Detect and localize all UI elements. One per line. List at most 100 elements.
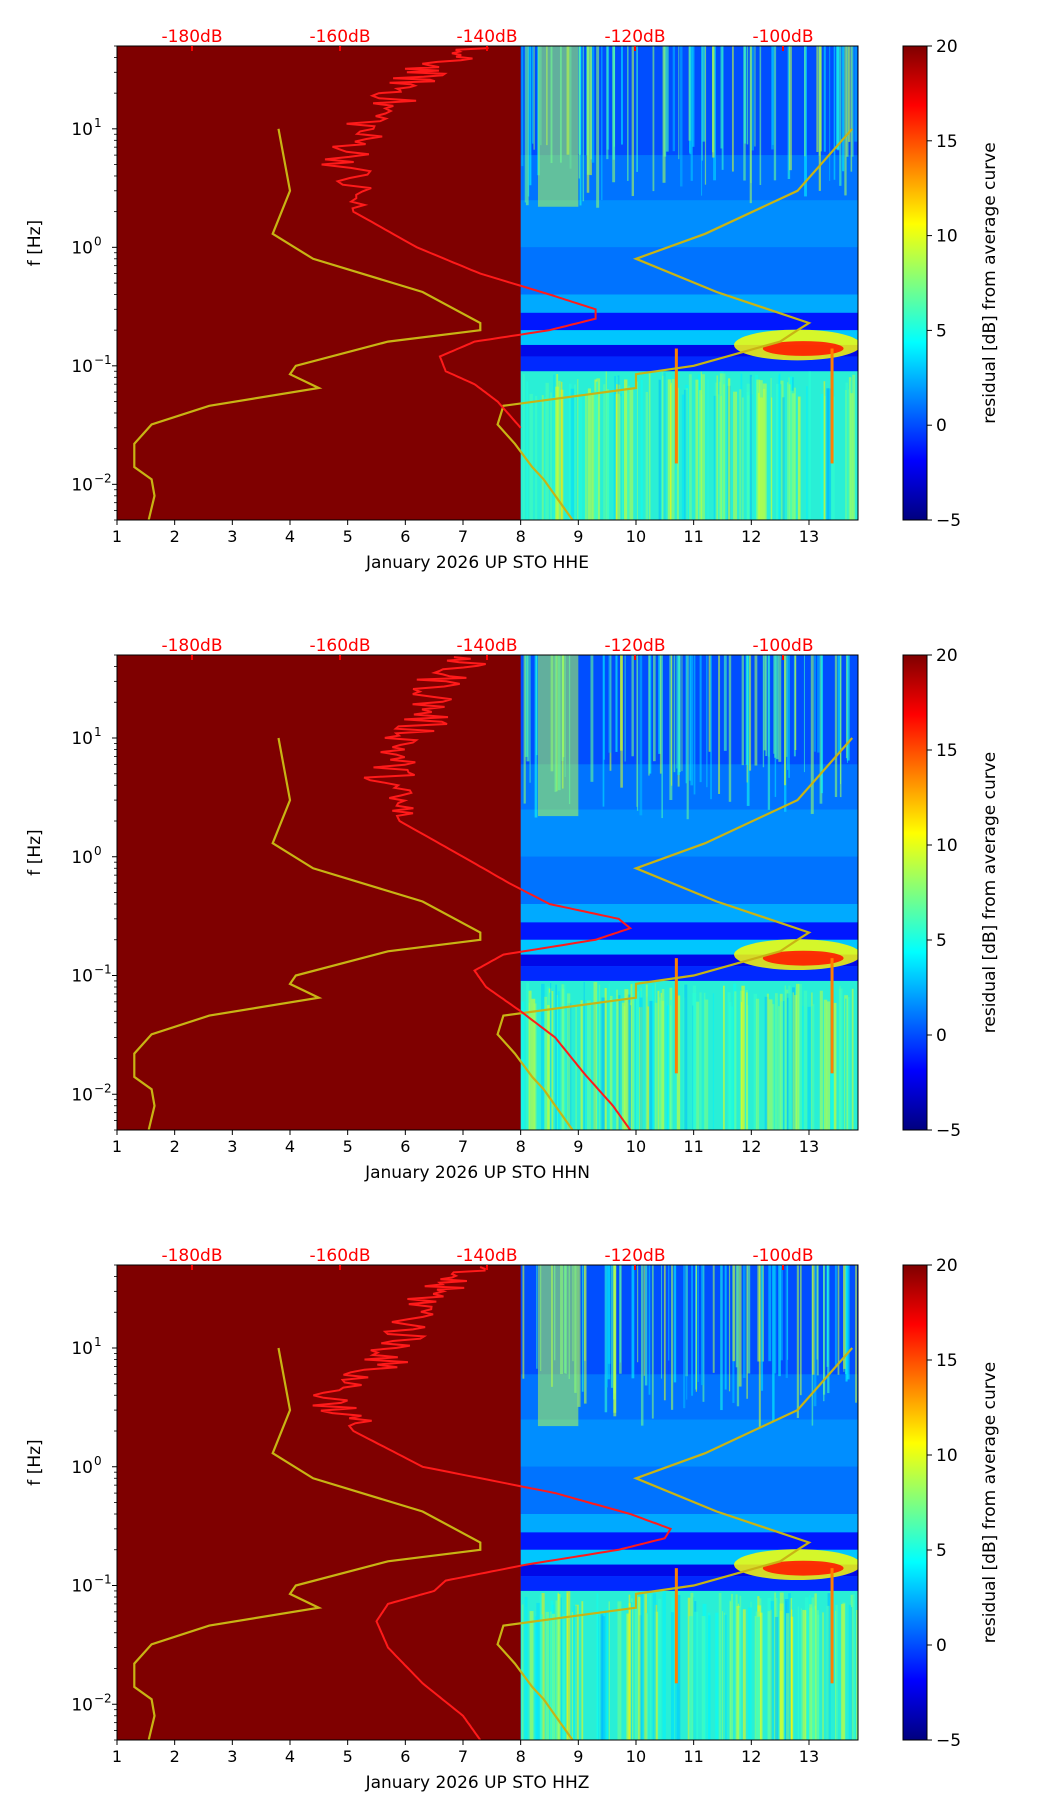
heatmap-streak [676, 995, 681, 1130]
heatmap-streak [654, 1611, 659, 1740]
heatmap-streak [848, 1604, 852, 1740]
heatmap-streak [600, 1614, 604, 1740]
heatmap-streak [681, 655, 683, 772]
heatmap-streak [615, 655, 618, 752]
heatmap-streak [672, 46, 676, 152]
heatmap-streak [624, 655, 626, 762]
heatmap-streak [803, 990, 808, 1130]
heatmap-streak [556, 374, 559, 520]
heatmap-streak [817, 655, 820, 753]
heatmap-streak [596, 1593, 599, 1740]
x-tick-label: 13 [799, 1747, 819, 1766]
colorbar-tick-label: 15 [936, 132, 958, 152]
y-tick-label: 10 [71, 238, 93, 258]
heatmap-streak [581, 1265, 584, 1392]
top-db-label: -180dB [161, 27, 222, 47]
heatmap-streak [798, 983, 802, 1130]
heatmap-streak [691, 1265, 694, 1396]
x-tick-label: 2 [170, 1747, 180, 1766]
heatmap-band [520, 312, 858, 331]
heatmap-streak [707, 379, 709, 520]
heatmap-streak [823, 1265, 826, 1395]
heatmap-streak [728, 655, 732, 802]
heatmap-streak [561, 984, 566, 1130]
heatmap-streak [689, 46, 692, 155]
heatmap-streak [811, 1606, 815, 1740]
heatmap-streak [786, 655, 789, 770]
heatmap-streak [772, 1265, 775, 1422]
heatmap-streak [528, 990, 532, 1130]
colorbar-tick-label: 15 [936, 1351, 958, 1371]
heatmap-streak [613, 1265, 617, 1417]
heatmap-streak [544, 396, 546, 520]
heatmap-band [520, 1466, 858, 1515]
noise-model-curve [496, 737, 854, 1130]
heatmap-streak [583, 981, 585, 1130]
heatmap-streak [738, 1265, 742, 1387]
y-tick-label: 10 [71, 1339, 93, 1359]
heatmap-streak [734, 991, 737, 1130]
heatmap-streak [621, 1002, 626, 1130]
heatmap-streak [630, 1602, 633, 1740]
heatmap-streak [766, 993, 769, 1130]
heatmap-streak [852, 1594, 856, 1740]
heatmap-streak [839, 655, 842, 798]
heatmap-streak [845, 382, 848, 520]
heatmap-streak [610, 1265, 613, 1388]
heatmap-streak [524, 1596, 528, 1740]
heatmap-streak [607, 1265, 611, 1380]
heatmap-streak [558, 380, 561, 520]
heatmap-streak [836, 46, 839, 150]
event-line [830, 1568, 834, 1684]
saturated-region [117, 46, 521, 520]
heatmap-streak [729, 1601, 732, 1740]
heatmap-band [520, 1576, 858, 1591]
noise-model-curve [496, 1347, 854, 1740]
heatmap-streak [763, 655, 767, 751]
heatmap-streak [795, 983, 800, 1130]
heatmap-streak [748, 655, 752, 771]
x-tick-label: 1 [112, 527, 122, 546]
heatmap-streak [718, 1592, 722, 1740]
heatmap-streak [627, 994, 631, 1130]
heatmap-streak [737, 1607, 741, 1740]
heatmap-streak [723, 655, 727, 751]
heatmap-streak [740, 373, 743, 520]
heatmap-streak [634, 1591, 638, 1740]
heatmap-streak [790, 1616, 794, 1740]
heatmap-streak [617, 1601, 622, 1740]
heatmap-streak [522, 1265, 525, 1379]
heatmap-streak [654, 1002, 658, 1130]
y-tick-exponent: 1 [94, 1335, 102, 1349]
y-tick-label: 10 [71, 729, 93, 749]
heatmap-streak [844, 998, 847, 1130]
heatmap-streak [791, 393, 796, 520]
heatmap-streak [651, 1265, 654, 1419]
heatmap-streak [551, 991, 554, 1130]
heatmap-streak [535, 395, 538, 520]
heatmap-streak [529, 393, 533, 520]
noise-model-curve [133, 1347, 482, 1740]
heatmap-band [520, 294, 858, 313]
heatmap-streak [628, 385, 630, 520]
heatmap-streak [630, 984, 633, 1130]
heatmap-streak [772, 1004, 775, 1130]
heatmap-streak [613, 46, 615, 147]
heatmap-streak [710, 655, 712, 800]
colorbar-tick-label: 5 [936, 1541, 947, 1561]
heatmap-streak [533, 1003, 537, 1130]
x-tick-label: 7 [458, 1747, 468, 1766]
heatmap-streak [780, 380, 784, 520]
heatmap-streak [652, 1593, 657, 1740]
x-axis-label: January 2026 UP STO HHE [365, 553, 589, 573]
x-tick-label: 10 [626, 527, 646, 546]
heatmap-streak [667, 379, 672, 520]
colorbar-tick-label: 20 [936, 37, 958, 57]
heatmap-streak [532, 46, 534, 144]
heatmap-streak [735, 1594, 738, 1740]
heatmap-streak [839, 46, 842, 186]
heatmap-streak [626, 1613, 629, 1740]
heatmap-streak [767, 1597, 772, 1740]
heatmap-streak [846, 655, 850, 761]
heatmap-streak [797, 396, 801, 520]
